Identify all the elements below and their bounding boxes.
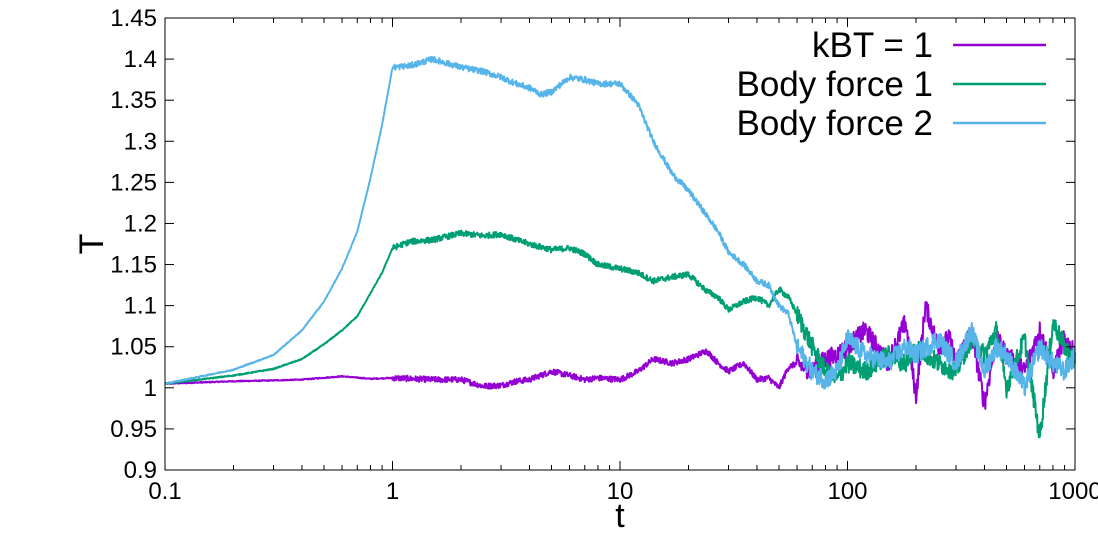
y-tick-label: 1.3 bbox=[124, 128, 157, 155]
x-tick-labels: 0.1 1 10 100 1000 bbox=[148, 478, 1098, 505]
y-tick-label: 1.15 bbox=[110, 252, 157, 279]
series-layer bbox=[164, 55, 1076, 439]
legend-label-3: Body force 2 bbox=[737, 104, 934, 143]
series-line-1 bbox=[164, 301, 1076, 410]
y-tick-label: 0.9 bbox=[124, 457, 157, 484]
x-tick-label: 100 bbox=[827, 478, 867, 505]
y-tick-label: 1.4 bbox=[124, 46, 157, 73]
x-tick-label: 1 bbox=[386, 478, 399, 505]
x-axis-label: t bbox=[615, 497, 625, 535]
series-line-2 bbox=[164, 229, 1076, 439]
y-tick-label: 1.35 bbox=[110, 87, 157, 114]
legend-label-1: kBT = 1 bbox=[812, 26, 933, 65]
y-tick-label: 1.2 bbox=[124, 210, 157, 237]
x-tick-label: 0.1 bbox=[148, 478, 181, 505]
y-tick-labels: 0.9 0.95 1 1.05 1.1 1.15 1.2 1.25 1.3 1.35 1.4 1.45 bbox=[110, 5, 157, 484]
y-tick-label: 1.25 bbox=[110, 169, 157, 196]
legend-label-2: Body force 1 bbox=[737, 65, 934, 104]
series-line-3 bbox=[164, 55, 1076, 397]
x-tick-label: 10 bbox=[607, 478, 634, 505]
y-tick-label: 1.45 bbox=[110, 5, 157, 32]
x-tick-label: 1000 bbox=[1048, 478, 1098, 505]
tick-layer bbox=[164, 17, 1076, 471]
y-tick-label: 1 bbox=[144, 375, 157, 402]
y-tick-label: 1.05 bbox=[110, 334, 157, 361]
y-axis-label: T bbox=[73, 234, 111, 255]
y-tick-label: 0.95 bbox=[110, 416, 157, 443]
y-tick-label: 1.1 bbox=[124, 293, 157, 320]
